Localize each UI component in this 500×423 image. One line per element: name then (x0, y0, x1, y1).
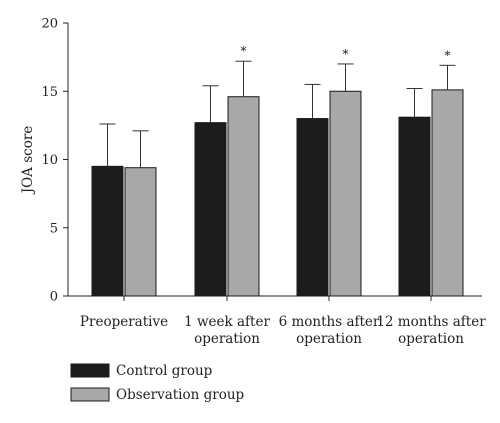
plot-area: 0 5 10 15 20 JOA score Preoperative 1 week afte… (20, 17, 486, 348)
bar (91, 165, 124, 297)
y-tick-label: 0 (50, 290, 58, 305)
bar (194, 122, 227, 297)
bar (227, 96, 260, 297)
bar (329, 90, 362, 297)
x-category-label: Preoperative (80, 314, 168, 330)
bar (124, 167, 157, 297)
x-category-label-line: 12 months after (376, 314, 486, 330)
significance-marker: * (445, 48, 451, 62)
x-category-label-line: operation (398, 331, 464, 347)
bar (296, 118, 329, 297)
y-tick-label: 15 (41, 85, 58, 100)
y-tick-label: 20 (41, 17, 58, 32)
bar (398, 116, 431, 297)
x-category-label: 12 months after operation (376, 314, 486, 347)
significance-marker: * (241, 44, 247, 58)
x-category-label: 6 months after operation (279, 314, 380, 347)
legend: Control group Observation group (70, 363, 244, 403)
legend-label: Observation group (116, 387, 244, 403)
significance-marker: * (343, 47, 349, 61)
bar (431, 89, 464, 297)
legend-swatch (70, 363, 110, 378)
legend-label: Control group (116, 363, 212, 379)
y-tick-label: 5 (50, 221, 58, 236)
x-category-label-line: Preoperative (80, 314, 168, 330)
x-category-label: 1 week after operation (184, 314, 270, 347)
x-category-label-line: 1 week after (184, 314, 270, 330)
y-axis-title: JOA score (20, 126, 36, 196)
x-category-label-line: operation (194, 331, 260, 347)
y-tick-label: 10 (41, 153, 58, 168)
legend-swatch (70, 387, 110, 402)
x-category-label-line: 6 months after (279, 314, 380, 330)
x-category-label-line: operation (296, 331, 362, 347)
